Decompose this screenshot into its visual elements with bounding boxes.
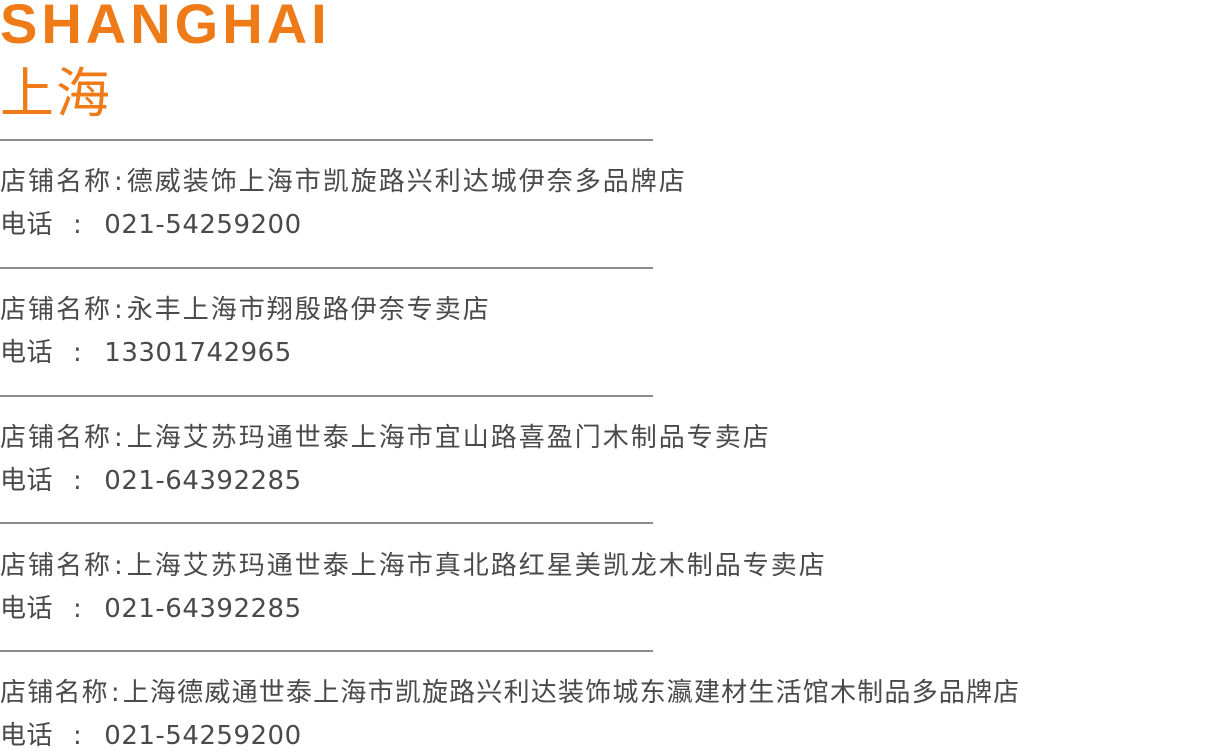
store-name-label: 店铺名称 [0, 423, 112, 453]
divider [0, 395, 653, 397]
store-name-row: 店铺名称:上海艾苏玛通世泰上海市宜山路喜盈门木制品专卖店 [0, 421, 771, 455]
store-name-separator: : [114, 423, 125, 453]
store-phone-value: 021-54259200 [104, 721, 301, 751]
store-name-row: 店铺名称:永丰上海市翔殷路伊奈专卖店 [0, 293, 491, 327]
store-name-label: 店铺名称 [0, 167, 112, 197]
store-phone-label: 电话 [0, 210, 53, 240]
store-name-label: 店铺名称 [0, 551, 112, 581]
store-name-label: 店铺名称 [0, 295, 112, 325]
divider [0, 139, 653, 141]
store-name-value: 德威装饰上海市凯旋路兴利达城伊奈多品牌店 [127, 167, 687, 197]
store-phone-value: 021-54259200 [104, 210, 301, 240]
store-phone-row: 电话:13301742965 [0, 336, 292, 370]
store-phone-separator: : [73, 338, 82, 368]
store-phone-value: 13301742965 [104, 338, 291, 368]
store-phone-label: 电话 [0, 594, 53, 624]
store-phone-row: 电话:021-64392285 [0, 592, 302, 626]
store-name-value: 上海德威通世泰上海市凯旋路兴利达装饰城东瀛建材生活馆木制品多品牌店 [123, 678, 1021, 708]
divider [0, 522, 653, 524]
store-name-separator: : [114, 551, 125, 581]
store-phone-label: 电话 [0, 721, 53, 751]
store-phone-separator: : [73, 210, 82, 240]
page-title-en: SHANGHAI [0, 0, 331, 56]
store-name-row: 店铺名称:上海德威通世泰上海市凯旋路兴利达装饰城东瀛建材生活馆木制品多品牌店 [0, 676, 1020, 710]
store-phone-row: 电话:021-54259200 [0, 719, 302, 753]
divider [0, 650, 653, 652]
store-name-value: 上海艾苏玛通世泰上海市宜山路喜盈门木制品专卖店 [127, 423, 771, 453]
store-name-separator: : [114, 167, 125, 197]
divider [0, 267, 653, 269]
store-phone-separator: : [73, 466, 82, 496]
store-name-value: 上海艾苏玛通世泰上海市真北路红星美凯龙木制品专卖店 [127, 551, 827, 581]
store-phone-value: 021-64392285 [104, 466, 301, 496]
store-phone-row: 电话:021-64392285 [0, 464, 302, 498]
store-phone-row: 电话:021-54259200 [0, 208, 302, 242]
store-phone-label: 电话 [0, 338, 53, 368]
store-name-label: 店铺名称 [0, 678, 109, 708]
store-name-separator: : [111, 678, 121, 708]
store-name-value: 永丰上海市翔殷路伊奈专卖店 [127, 295, 491, 325]
store-phone-value: 021-64392285 [104, 594, 301, 624]
store-name-row: 店铺名称:上海艾苏玛通世泰上海市真北路红星美凯龙木制品专卖店 [0, 549, 827, 583]
store-phone-label: 电话 [0, 466, 53, 496]
store-phone-separator: : [73, 594, 82, 624]
store-phone-separator: : [73, 721, 82, 751]
page-title-cn: 上海 [0, 62, 112, 126]
store-name-separator: : [114, 295, 125, 325]
store-name-row: 店铺名称:德威装饰上海市凯旋路兴利达城伊奈多品牌店 [0, 165, 687, 199]
